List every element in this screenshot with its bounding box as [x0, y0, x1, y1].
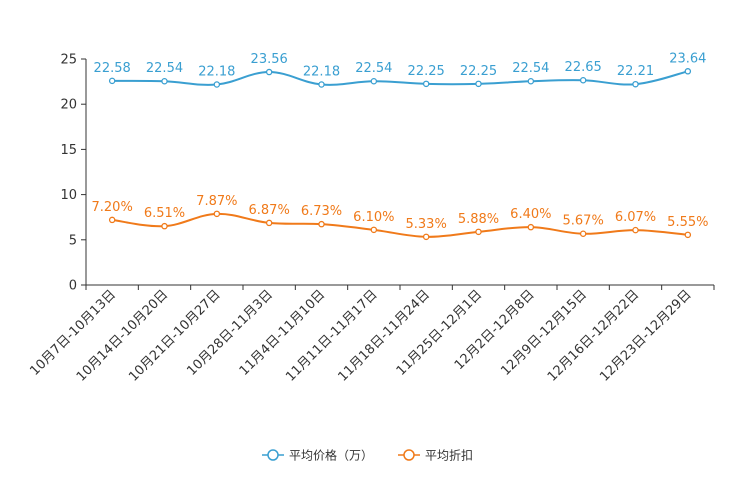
- data-label: 5.67%: [563, 214, 604, 229]
- x-tick-label: 10月7日-10月13日: [27, 287, 119, 379]
- data-label: 6.07%: [615, 210, 656, 225]
- data-label: 6.40%: [510, 207, 551, 222]
- legend-marker-icon: [403, 449, 415, 461]
- data-label: 6.51%: [144, 206, 185, 221]
- data-label: 6.10%: [353, 210, 394, 225]
- data-point: [684, 68, 692, 75]
- data-point: [213, 210, 221, 218]
- data-point: [579, 76, 587, 84]
- y-tick-label: 20: [60, 98, 77, 113]
- data-point: [213, 81, 221, 88]
- y-tick-label: 15: [60, 143, 77, 158]
- data-point: [318, 81, 325, 88]
- data-label: 22.25: [408, 64, 445, 79]
- data-label: 22.54: [146, 61, 183, 76]
- data-point: [265, 68, 273, 76]
- y-tick-label: 5: [69, 233, 77, 248]
- data-label: 5.88%: [458, 212, 499, 227]
- x-tick-label: 10月21日-10月27日: [126, 287, 223, 384]
- data-label: 22.25: [460, 64, 497, 79]
- data-point: [422, 233, 430, 241]
- data-point: [108, 77, 116, 85]
- data-point: [370, 226, 378, 234]
- x-tick-label: 10月14日-10月20日: [74, 287, 171, 384]
- x-tick-label: 12月23日-12月29日: [597, 287, 694, 384]
- data-point: [161, 222, 168, 230]
- data-point: [579, 230, 587, 237]
- x-tick-label: 11月18日-11月24日: [336, 287, 433, 384]
- data-point: [161, 77, 168, 85]
- data-label: 5.55%: [667, 215, 708, 230]
- y-tick-label: 0: [69, 279, 77, 294]
- data-point: [370, 77, 378, 85]
- legend-label: 平均价格（万）: [289, 448, 373, 463]
- data-label: 22.18: [198, 64, 235, 79]
- data-point: [527, 77, 535, 85]
- legend-marker-icon: [267, 449, 279, 461]
- y-tick-label: 10: [60, 188, 77, 203]
- data-label: 22.58: [94, 61, 131, 76]
- data-label: 6.87%: [249, 203, 290, 218]
- data-point: [265, 219, 273, 227]
- series-line-price: [112, 70, 689, 86]
- data-label: 6.73%: [301, 204, 342, 219]
- data-point: [527, 223, 535, 231]
- data-point: [318, 220, 325, 228]
- data-label: 22.21: [617, 64, 654, 79]
- data-label: 23.56: [251, 52, 288, 67]
- data-label: 22.65: [565, 60, 602, 75]
- data-point: [475, 228, 482, 236]
- data-label: 22.18: [303, 64, 340, 79]
- data-label: 5.33%: [406, 217, 447, 232]
- data-point: [632, 226, 639, 234]
- legend-label: 平均折扣: [425, 448, 473, 463]
- data-label: 23.64: [669, 51, 706, 66]
- data-label: 7.87%: [196, 194, 237, 209]
- data-point: [632, 80, 639, 88]
- x-tick-label: 11月11日-11月17日: [283, 287, 380, 384]
- data-label: 7.20%: [92, 200, 133, 215]
- x-tick-label: 12月16日-12月22日: [545, 287, 642, 384]
- data-point: [475, 80, 482, 88]
- data-label: 22.54: [355, 61, 392, 76]
- data-point: [684, 231, 692, 239]
- series-line-discount: [112, 212, 688, 238]
- data-point: [108, 216, 116, 224]
- data-label: 22.54: [512, 61, 549, 76]
- data-point: [422, 80, 430, 88]
- y-tick-label: 25: [60, 53, 77, 68]
